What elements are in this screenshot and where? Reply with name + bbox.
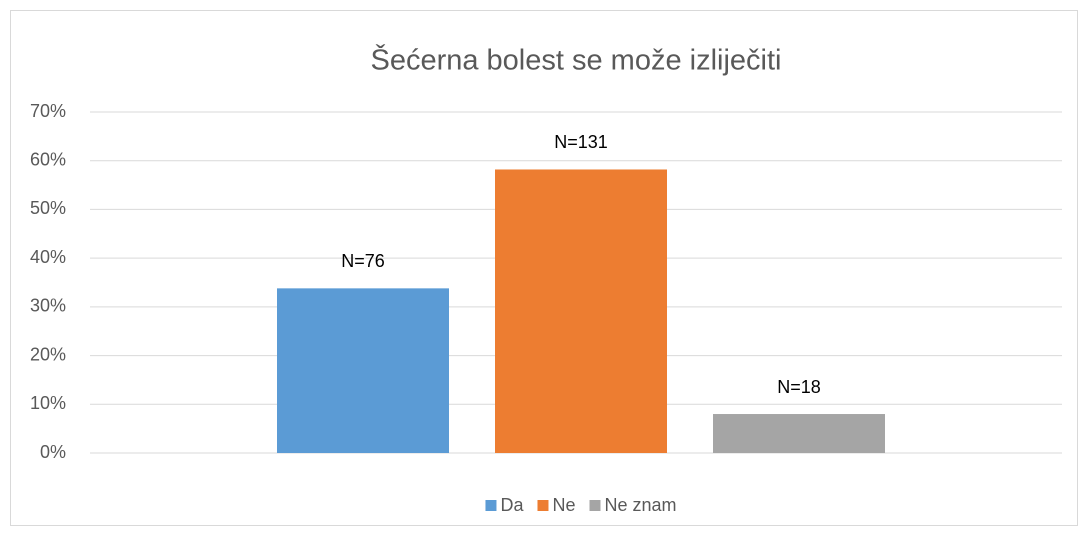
y-tick-label: 30% (30, 296, 66, 316)
legend-label: Ne znam (605, 495, 677, 515)
y-tick-label: 40% (30, 247, 66, 267)
y-tick-label: 60% (30, 149, 66, 169)
data-label: N=18 (777, 377, 821, 397)
bar (713, 414, 885, 453)
y-tick-label: 50% (30, 198, 66, 218)
legend-swatch (485, 500, 497, 511)
y-tick-label: 10% (30, 393, 66, 413)
y-tick-label: 20% (30, 344, 66, 364)
chart-title: Šećerna bolest se može izliječiti (370, 43, 781, 77)
data-label: N=76 (341, 251, 385, 271)
legend-label: Ne (552, 495, 575, 515)
y-tick-label: 0% (40, 442, 66, 462)
y-tick-label: 70% (30, 101, 66, 121)
legend-swatch (589, 500, 601, 511)
data-label: N=131 (554, 132, 608, 152)
bar (277, 288, 449, 453)
bar (495, 169, 667, 454)
legend-swatch (537, 500, 549, 511)
legend-label: Da (500, 495, 524, 515)
